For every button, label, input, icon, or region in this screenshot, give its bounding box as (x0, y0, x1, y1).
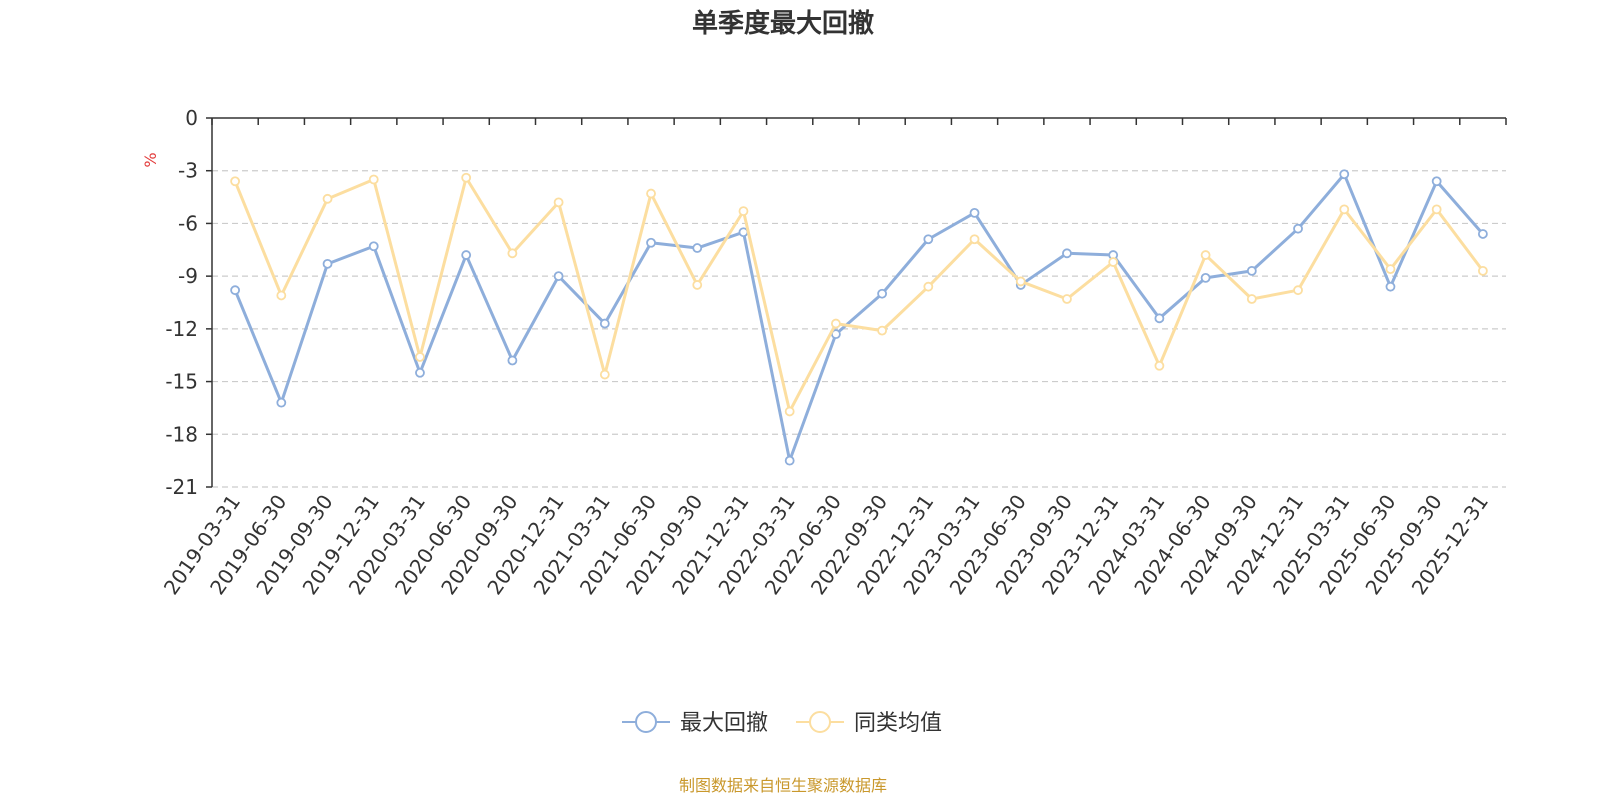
data-point[interactable] (1200, 250, 1211, 260)
data-point[interactable] (1339, 204, 1350, 215)
legend-label: 同类均值 (854, 711, 942, 736)
legend-label: 最大回撤 (680, 711, 768, 736)
data-point[interactable] (322, 193, 333, 204)
y-tick-label: -6 (178, 211, 198, 235)
data-point[interactable] (923, 234, 934, 245)
data-point[interactable] (415, 367, 425, 378)
data-point[interactable] (1154, 360, 1165, 371)
data-point[interactable] (507, 248, 518, 259)
data-point[interactable] (1477, 265, 1488, 276)
axes: 0-3-6-9-12-15-18-212019-03-312019-06-302… (159, 106, 1507, 599)
data-point[interactable] (599, 318, 610, 329)
legend-item-1[interactable]: 最大回撤 (622, 711, 768, 736)
series-layer (230, 169, 1488, 466)
legend-marker-icon (809, 711, 831, 733)
y-tick-label: -21 (165, 475, 198, 499)
source-note: 制图数据来自恒生聚源数据库 (679, 776, 887, 795)
y-tick-label: -18 (165, 422, 198, 446)
y-tick-label: -3 (178, 159, 198, 183)
data-point[interactable] (461, 250, 472, 260)
y-tick-label: -12 (165, 317, 198, 341)
data-point[interactable] (1108, 257, 1119, 267)
data-point[interactable] (1431, 176, 1442, 187)
data-point[interactable] (1431, 204, 1442, 215)
legend-marker-icon (635, 711, 657, 733)
chart-title: 单季度最大回撤 (692, 8, 874, 39)
data-point[interactable] (507, 355, 518, 366)
data-point[interactable] (784, 455, 795, 466)
data-point[interactable] (1293, 223, 1303, 234)
data-point[interactable] (415, 352, 425, 362)
legend[interactable]: 最大回撤 同类均值 (622, 711, 942, 736)
data-point[interactable] (368, 174, 379, 185)
data-point[interactable] (738, 206, 749, 217)
data-point[interactable] (553, 271, 564, 282)
data-point[interactable] (969, 207, 980, 218)
grid-lines (212, 170, 1506, 488)
data-point[interactable] (1015, 276, 1026, 287)
data-point[interactable] (1385, 281, 1396, 292)
y-axis-unit: % (141, 152, 160, 167)
y-tick-label: 0 (185, 106, 198, 130)
data-point[interactable] (1339, 169, 1350, 180)
data-point[interactable] (276, 290, 287, 301)
series-1 (230, 169, 1488, 466)
series-line (233, 172, 1485, 463)
data-point[interactable] (553, 197, 564, 208)
data-point[interactable] (692, 280, 703, 290)
series-line (233, 176, 1485, 413)
data-point[interactable] (1062, 294, 1072, 304)
data-point[interactable] (969, 234, 980, 245)
data-point[interactable] (368, 241, 379, 252)
data-point[interactable] (784, 406, 795, 417)
data-point[interactable] (599, 369, 610, 380)
data-point[interactable] (230, 285, 241, 296)
data-point[interactable] (1477, 229, 1488, 239)
data-point[interactable] (461, 172, 472, 183)
data-point[interactable] (1246, 265, 1257, 276)
data-point[interactable] (1385, 264, 1396, 275)
series-2 (230, 172, 1488, 417)
data-point[interactable] (276, 397, 287, 408)
data-point[interactable] (1154, 313, 1165, 324)
data-point[interactable] (877, 325, 888, 336)
y-tick-label: -15 (165, 370, 198, 394)
data-point[interactable] (1246, 294, 1257, 304)
data-point[interactable] (1293, 285, 1303, 296)
data-point[interactable] (646, 237, 656, 248)
y-tick-label: -9 (178, 264, 198, 288)
data-point[interactable] (830, 318, 841, 329)
data-point[interactable] (230, 176, 241, 187)
data-point[interactable] (646, 188, 656, 199)
data-point[interactable] (692, 243, 703, 253)
data-point[interactable] (877, 288, 888, 299)
data-point[interactable] (923, 281, 934, 292)
legend-item-2[interactable]: 同类均值 (796, 711, 942, 736)
data-point[interactable] (1062, 248, 1072, 259)
data-point[interactable] (322, 258, 333, 269)
data-point[interactable] (1200, 272, 1211, 283)
